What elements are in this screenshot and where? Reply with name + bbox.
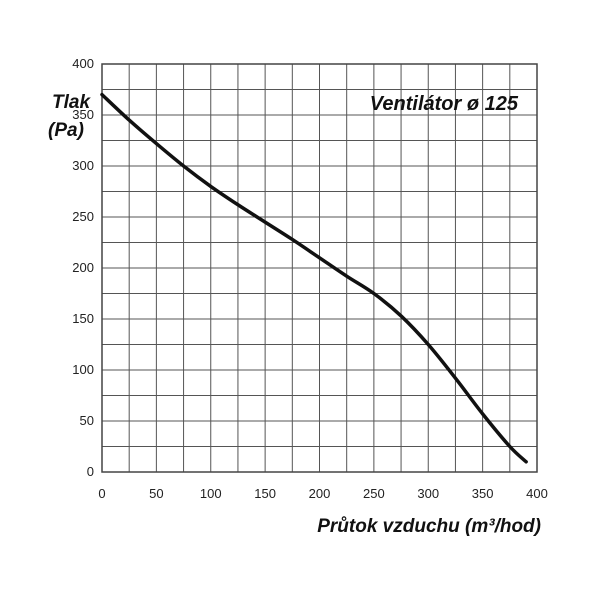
y-tick-label: 0: [87, 464, 94, 479]
y-tick-label: 400: [72, 56, 94, 71]
y-tick-label: 150: [72, 311, 94, 326]
x-tick-label: 150: [254, 486, 276, 501]
y-tick-label: 300: [72, 158, 94, 173]
x-tick-label: 400: [526, 486, 548, 501]
x-tick-label: 250: [363, 486, 385, 501]
plot-frame: [101, 63, 538, 473]
grid: [102, 64, 537, 472]
x-tick-label: 350: [472, 486, 494, 501]
y-axis-title-line1: Tlak: [52, 92, 91, 113]
y-axis-ticks: 0 50 100 150 200 250 300 350 400: [72, 56, 94, 479]
y-tick-label: 350: [72, 107, 94, 122]
x-tick-label: 200: [309, 486, 331, 501]
y-tick-label: 250: [72, 209, 94, 224]
x-tick-label: 50: [149, 486, 163, 501]
y-axis-title-line2: (Pa): [48, 120, 84, 141]
x-tick-label: 0: [98, 486, 105, 501]
y-tick-label: 200: [72, 260, 94, 275]
chart-title: Ventilátor ø 125: [370, 93, 519, 115]
x-tick-label: 300: [417, 486, 439, 501]
x-axis-ticks: 0 50 100 150 200 250 300 350 400: [98, 486, 547, 501]
x-tick-label: 100: [200, 486, 222, 501]
x-axis-title: Průtok vzduchu (m³/hod): [317, 516, 541, 537]
y-tick-label: 100: [72, 362, 94, 377]
y-tick-label: 50: [80, 413, 94, 428]
pressure-flow-curve: [100, 92, 528, 464]
